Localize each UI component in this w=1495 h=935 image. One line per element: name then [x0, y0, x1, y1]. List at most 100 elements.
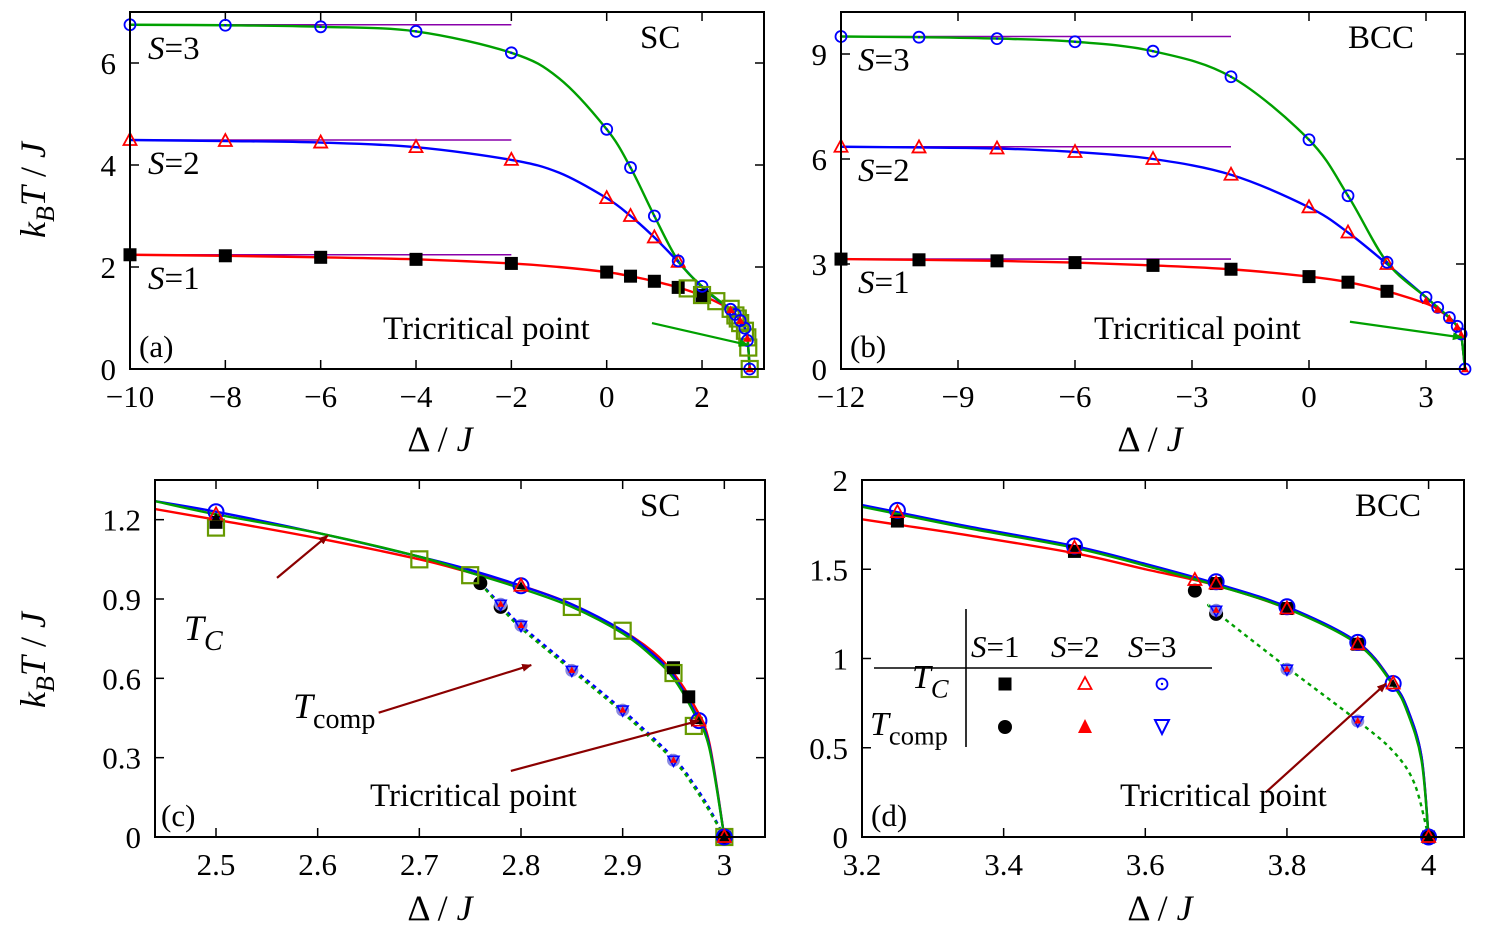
lattice-label: BCC	[1348, 20, 1414, 56]
x-tick-label: −10	[106, 379, 154, 414]
y-tick-label: 6	[812, 142, 828, 177]
tcomp-label: Tcomp	[293, 686, 375, 735]
lattice-label: SC	[640, 488, 680, 524]
data-point	[1186, 571, 1203, 586]
x-tick-label: −6	[304, 379, 337, 414]
x-tick-label: 0	[1301, 379, 1317, 414]
data-point	[912, 30, 926, 44]
data-point	[1208, 574, 1225, 590]
x-tick-label: 3	[717, 847, 733, 882]
data-point	[988, 139, 1006, 155]
data-point	[1453, 322, 1462, 331]
plot-area	[155, 499, 726, 837]
data-point	[1300, 198, 1318, 214]
data-point	[667, 661, 680, 675]
data-point	[1068, 256, 1082, 270]
x-tick-label: 2.9	[603, 847, 642, 882]
data-point	[1209, 603, 1223, 618]
data-point	[646, 228, 663, 244]
data-point	[1224, 70, 1238, 84]
data-point	[516, 581, 526, 590]
data-point	[647, 274, 661, 288]
data-point	[615, 703, 630, 718]
lattice-label: BCC	[1355, 488, 1421, 524]
x-axis-title: Δ / J	[1117, 419, 1184, 459]
x-tick-label: 3	[1418, 379, 1434, 414]
tricritical-label: Tricritical point	[370, 778, 577, 814]
data-point	[1341, 275, 1355, 289]
y-axis-title: kBT / J	[13, 610, 60, 708]
data-point	[1066, 538, 1083, 554]
data-point	[1280, 662, 1294, 677]
y-tick-label: 0	[126, 820, 142, 855]
legend-marker	[1155, 677, 1169, 691]
data-point	[910, 138, 928, 154]
y-axis-title: kBT / J	[13, 140, 60, 238]
legend-marker	[998, 677, 1012, 691]
y-tick-label: 2	[833, 463, 849, 498]
annotation-arrow	[651, 322, 750, 347]
data-point	[889, 503, 906, 519]
tricritical-label: Tricritical point	[1094, 311, 1301, 347]
panel-label: (b)	[850, 329, 886, 364]
data-point	[990, 32, 1004, 45]
data-point	[504, 256, 518, 270]
y-tick-label: 0.9	[102, 582, 141, 617]
y-tick-label: 1	[833, 642, 849, 677]
data-point	[1339, 223, 1357, 239]
y-tick-label: 0.3	[102, 741, 141, 776]
data-point	[1187, 583, 1202, 598]
x-tick-label: 0	[599, 379, 615, 414]
data-point	[1421, 296, 1431, 305]
data-point	[514, 618, 528, 634]
data-point	[1066, 143, 1084, 158]
data-point	[1146, 44, 1160, 58]
data-point	[912, 253, 926, 267]
data-point	[678, 279, 697, 298]
series-label: S=1	[858, 265, 910, 301]
data-point	[562, 597, 581, 617]
data-point	[695, 289, 709, 303]
annotation-arrow	[378, 663, 533, 714]
data-point	[408, 138, 425, 154]
y-tick-label: 0	[833, 820, 849, 855]
data-point	[692, 285, 712, 305]
annotation-arrow	[510, 719, 700, 772]
y-tick-label: 1.5	[809, 552, 848, 587]
annotation-arrow	[1349, 320, 1463, 341]
data-point	[410, 550, 429, 569]
y-tick-label: 0	[812, 352, 828, 387]
series-label: S=3	[148, 31, 200, 67]
tc-label: TC	[184, 608, 223, 657]
data-point	[671, 280, 685, 294]
x-tick-label: 2.8	[502, 847, 541, 882]
tcomp-curve	[479, 582, 726, 837]
data-point	[624, 161, 637, 174]
data-point	[1146, 258, 1160, 272]
x-tick-label: 3.2	[843, 847, 882, 882]
legend-marker	[998, 720, 1012, 734]
x-axis-title: Δ / J	[1127, 888, 1194, 928]
x-tick-label: −2	[495, 379, 528, 414]
panel-label: (d)	[871, 798, 907, 833]
data-point	[1278, 599, 1295, 615]
legend-header: S=2	[1051, 629, 1099, 664]
data-point	[493, 597, 508, 612]
series-label: S=1	[148, 261, 200, 297]
data-point	[726, 305, 735, 314]
data-point	[1380, 284, 1394, 298]
legend-tc-label: TC	[912, 659, 949, 704]
plot-frame	[840, 11, 1466, 370]
data-point	[504, 46, 518, 60]
x-tick-label: −9	[942, 379, 975, 414]
data-point	[217, 132, 234, 147]
plot-frame	[129, 11, 765, 370]
data-point	[666, 753, 681, 768]
data-point	[598, 189, 615, 205]
data-point	[1302, 133, 1316, 147]
x-tick-label: 3.8	[1268, 847, 1307, 882]
data-point	[1211, 579, 1221, 587]
data-point	[1385, 674, 1402, 690]
